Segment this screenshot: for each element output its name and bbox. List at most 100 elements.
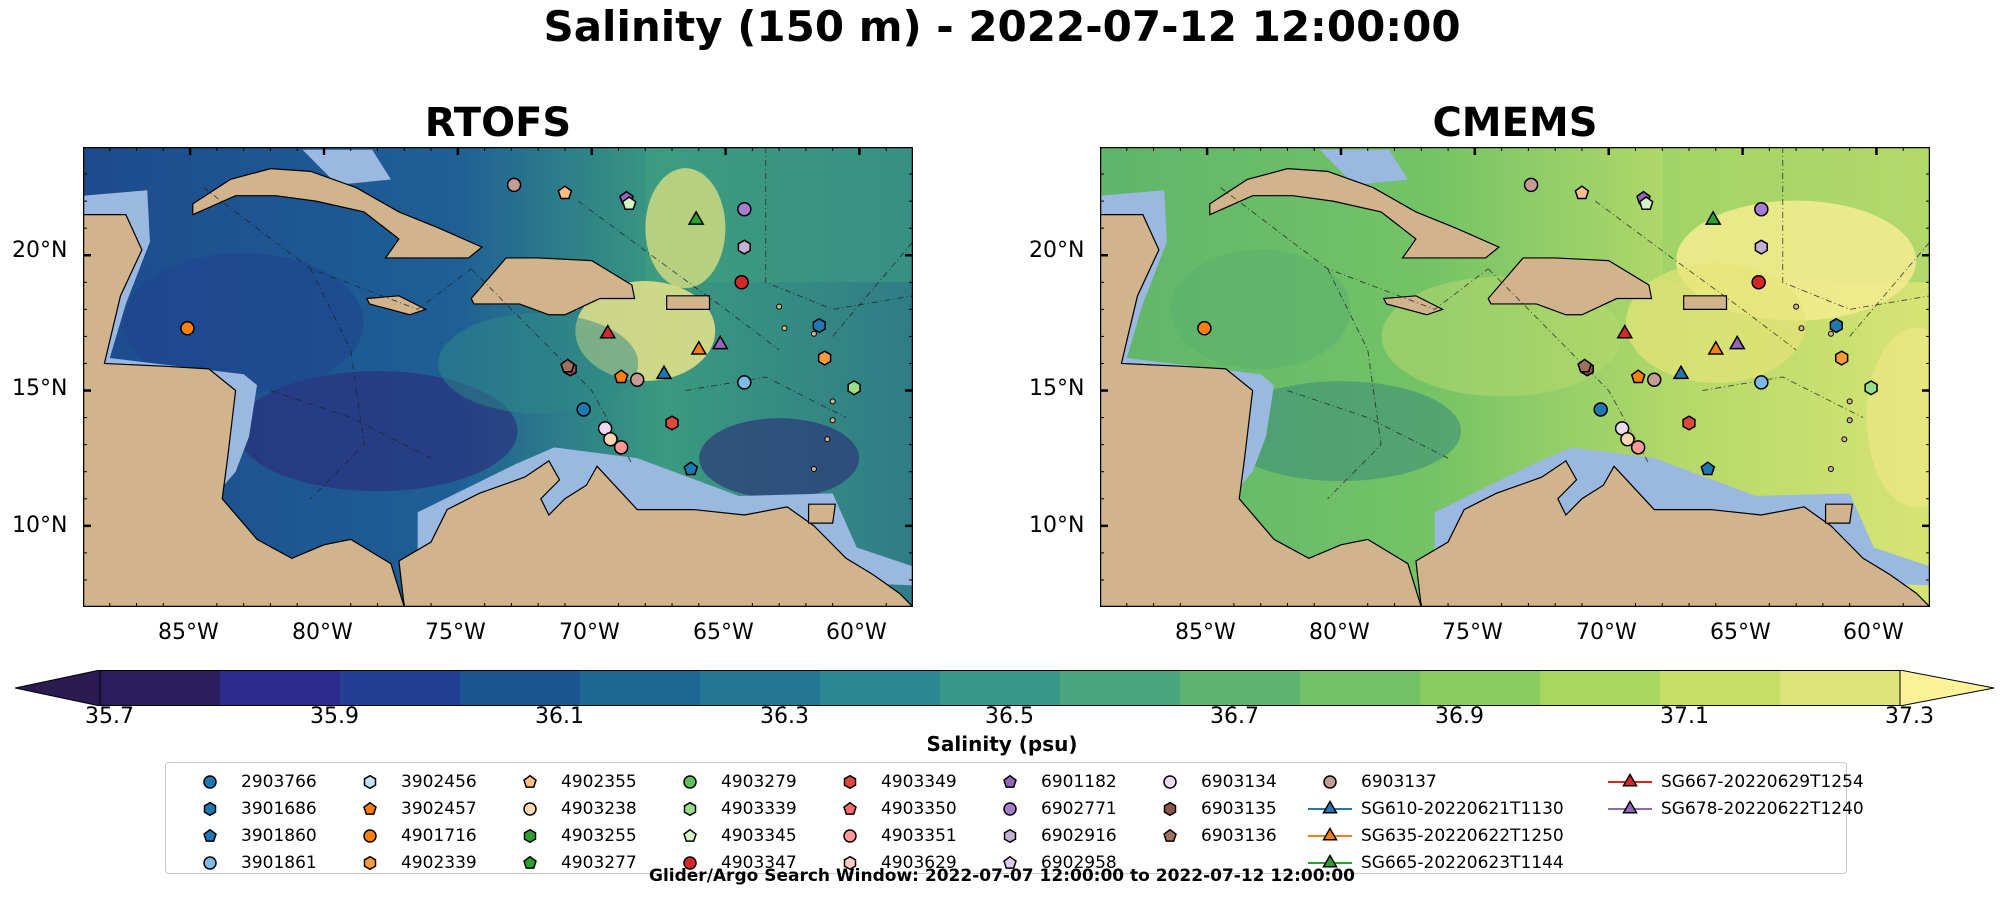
lon-label: 75°W	[425, 620, 486, 645]
legend-marker-triangle	[1322, 800, 1338, 814]
float-4903238	[603, 431, 618, 447]
float-SG635	[1707, 340, 1725, 355]
legend-marker-hexagon	[203, 801, 217, 817]
legend-entry: 3901686	[186, 798, 336, 820]
legend-marker-hexagon	[843, 774, 857, 790]
float-3901861	[737, 375, 752, 390]
float-SG678	[711, 334, 729, 350]
float-4903349	[665, 415, 679, 431]
colorbar-tick: 37.1	[1660, 704, 1709, 729]
float-6902771	[737, 201, 752, 217]
float-4901716	[180, 321, 195, 336]
legend-marker-triangle	[1622, 773, 1638, 787]
legend-marker-pentagon	[523, 855, 537, 869]
legend-marker-pentagon	[1003, 774, 1017, 788]
panel-title-rtofs: RTOFS	[424, 100, 572, 146]
legend-entry: 4903350	[826, 798, 976, 820]
colorbar-tick: 36.7	[1210, 704, 1259, 729]
legend-marker-pentagon	[1003, 855, 1017, 869]
legend-entry: 4902339	[346, 852, 496, 874]
lat-label: 10°N	[1029, 513, 1085, 538]
legend-entry: 6903136	[1146, 825, 1296, 847]
legend-label: 4903279	[721, 772, 797, 792]
lon-label: 60°W	[826, 620, 887, 645]
centralAmerica-landmass	[1100, 214, 1422, 607]
legend-marker-circle	[843, 829, 857, 843]
lon-label: 70°W	[1576, 620, 1637, 645]
float-3902457	[613, 369, 629, 384]
hispaniola-landmass	[470, 257, 636, 316]
float-3901860	[683, 461, 699, 476]
legend-marker-hexagon	[523, 828, 537, 844]
colorbar-extend-high	[1899, 670, 1995, 706]
puertoRico-landmass	[666, 295, 711, 310]
legend-entry: 4903339	[666, 798, 816, 820]
legend-label: SG610-20220621T1130	[1361, 799, 1564, 819]
legend-marker-pentagon	[363, 801, 377, 815]
lon-label: 75°W	[1442, 620, 1503, 645]
legend-label: 6903135	[1201, 799, 1277, 819]
float-SG667	[1616, 324, 1634, 339]
float-4903347	[734, 275, 749, 290]
float-6903136	[1577, 358, 1592, 373]
legend-label: 4903349	[881, 772, 957, 792]
legend-marker-pentagon	[523, 774, 537, 788]
legend-entry: 4901716	[346, 825, 496, 847]
legend-entry: 4903349	[826, 771, 976, 793]
colorbar-tick: 35.9	[310, 704, 359, 729]
legend-label: 4903238	[561, 799, 637, 819]
legend-label: SG635-20220622T1250	[1361, 826, 1564, 846]
legend-label: 4902339	[401, 853, 477, 873]
float-SG610	[655, 364, 673, 380]
float-3901686	[812, 317, 826, 334]
lon-label: 85°W	[1175, 620, 1236, 645]
legend-label: SG667-20220629T1254	[1661, 772, 1864, 792]
float-SG610	[1672, 364, 1690, 380]
lon-label: 80°W	[1309, 620, 1370, 645]
float-4903345	[1638, 196, 1654, 211]
float-4902355	[1574, 185, 1590, 200]
colorbar-label: Salinity (psu)	[926, 732, 1078, 756]
float-6903137b	[1646, 372, 1662, 387]
cmems-map	[1100, 147, 1930, 607]
legend-entry: 6902958	[986, 852, 1136, 874]
trinidad-landmass	[1824, 503, 1854, 524]
float-SG635	[690, 340, 708, 355]
legend-marker-circle	[683, 856, 697, 870]
colorbar-tick: 37.3	[1885, 704, 1934, 729]
float-SG667	[599, 324, 617, 339]
lon-label: 65°W	[693, 620, 754, 645]
hispaniola-landmass	[1487, 257, 1653, 316]
legend-label: 6903137	[1361, 772, 1437, 792]
colorbar-tick: 36.1	[535, 704, 584, 729]
legend-entry: 6902771	[986, 798, 1136, 820]
figure-title: Salinity (150 m) - 2022-07-12 12:00:00	[543, 2, 1461, 51]
legend-label: 6903134	[1201, 772, 1277, 792]
lon-label: 65°W	[1710, 620, 1771, 645]
float-4903339	[847, 380, 861, 396]
float-6902916	[737, 239, 751, 255]
rtofs-map	[83, 147, 913, 607]
legend-entry: SG635-20220622T1250	[1306, 825, 1566, 847]
legend-label: 3901860	[241, 826, 317, 846]
legend-entry: 3902457	[346, 798, 496, 820]
legend-label: 3902457	[401, 799, 477, 819]
legend-marker-hexagon	[1003, 828, 1017, 844]
legend-label: 4903277	[561, 853, 637, 873]
legend-entry: 3901861	[186, 852, 336, 874]
legend-label: 6902958	[1041, 853, 1117, 873]
legend-entry: 4903629	[826, 852, 976, 874]
float-4901716	[1197, 321, 1212, 336]
legend-entry: SG678-20220622T1240	[1606, 798, 1866, 820]
legend-marker-circle	[1323, 775, 1337, 789]
colorbar	[15, 670, 1995, 706]
jamaica-landmass	[365, 295, 428, 316]
legend-label: 2903766	[241, 772, 317, 792]
legend-marker-circle	[1163, 775, 1177, 789]
panel-title-cmems: CMEMS	[1432, 100, 1598, 146]
float-2903766	[576, 402, 591, 417]
legend-entry: 4903345	[666, 825, 816, 847]
lat-label: 20°N	[12, 238, 68, 263]
legend-label: 4902355	[561, 772, 637, 792]
float-4903238	[1620, 431, 1635, 447]
